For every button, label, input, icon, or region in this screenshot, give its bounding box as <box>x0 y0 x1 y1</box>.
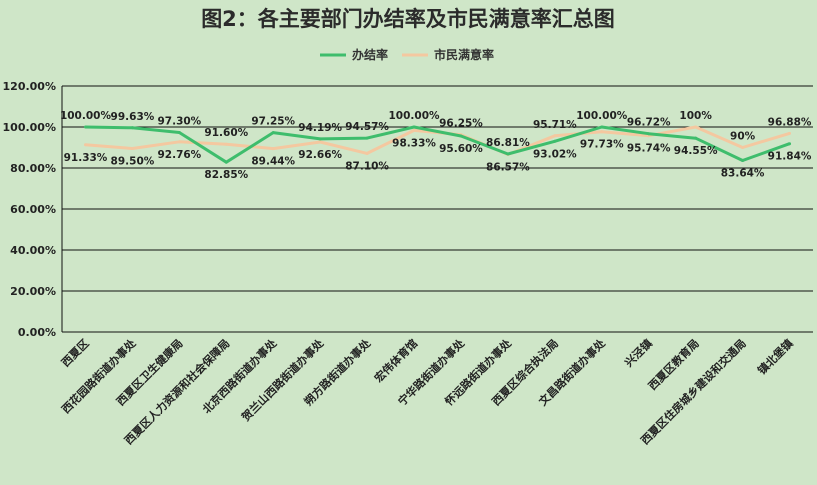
y-tick-label: 60.00% <box>10 203 56 216</box>
point-satisfaction-rate <box>553 134 557 138</box>
point-completion-rate <box>600 125 604 129</box>
data-label-completion-rate: 91.84% <box>768 151 812 163</box>
point-completion-rate <box>83 125 87 129</box>
series-lines <box>83 125 792 164</box>
point-completion-rate <box>459 134 463 138</box>
point-satisfaction-rate <box>600 130 604 134</box>
y-tick-label: 80.00% <box>10 162 56 175</box>
data-label-completion-rate: 94.57% <box>345 121 389 133</box>
data-label-satisfaction-rate: 96.88% <box>768 116 812 128</box>
legend-label-satisfaction: 市民满意率 <box>434 47 494 62</box>
y-tick-label: 100.00% <box>3 121 56 134</box>
series-line-completion-rate <box>85 125 791 164</box>
data-label-satisfaction-rate: 87.10% <box>345 160 389 172</box>
data-label-completion-rate: 83.64% <box>721 168 765 180</box>
y-tick-label: 120.00% <box>3 80 56 93</box>
point-completion-rate <box>506 152 510 156</box>
point-satisfaction-rate <box>83 143 87 147</box>
legend-label-completion: 办结率 <box>352 47 388 62</box>
data-label-satisfaction-rate: 95.74% <box>627 143 671 155</box>
data-label-completion-rate: 95.60% <box>439 143 483 155</box>
point-satisfaction-rate <box>365 151 369 155</box>
data-label-completion-rate: 100.00% <box>60 110 112 122</box>
point-satisfaction-rate <box>788 131 792 135</box>
point-satisfaction-rate <box>130 147 134 151</box>
data-label-completion-rate: 94.55% <box>674 145 718 157</box>
point-completion-rate <box>694 136 698 140</box>
point-completion-rate <box>412 125 416 129</box>
point-satisfaction-rate <box>177 140 181 144</box>
point-satisfaction-rate <box>224 142 228 146</box>
data-label-completion-rate: 100.00% <box>389 110 441 122</box>
point-completion-rate <box>224 160 228 164</box>
point-completion-rate <box>788 142 792 146</box>
legend: 办结率 市民满意率 <box>320 47 494 62</box>
point-satisfaction-rate <box>271 147 275 151</box>
data-label-satisfaction-rate: 95.71% <box>533 119 577 131</box>
data-label-satisfaction-rate: 91.60% <box>204 127 248 139</box>
point-satisfaction-rate <box>694 125 698 129</box>
point-completion-rate <box>647 132 651 136</box>
data-label-satisfaction-rate: 98.33% <box>392 137 436 149</box>
data-label-completion-rate: 97.30% <box>157 116 201 128</box>
data-labels: 100.00% 91.33% 99.63% 89.50% 97.30% 92.76%82.… <box>60 110 812 181</box>
point-completion-rate <box>365 136 369 140</box>
point-completion-rate <box>271 131 275 135</box>
y-axis-ticks: 0.00% 20.00% 40.00% 60.00% 80.00% 100.00% 120.… <box>3 80 56 339</box>
point-completion-rate <box>318 137 322 141</box>
data-label-satisfaction-rate: 91.33% <box>64 152 108 164</box>
data-label-satisfaction-rate: 92.76% <box>157 149 201 161</box>
y-tick-label: 0.00% <box>18 326 56 339</box>
point-completion-rate <box>177 131 181 135</box>
point-satisfaction-rate <box>412 128 416 132</box>
point-completion-rate <box>741 159 745 163</box>
data-label-completion-rate: 94.19% <box>298 122 342 134</box>
data-label-completion-rate: 97.25% <box>251 116 295 128</box>
y-tick-label: 20.00% <box>10 285 56 298</box>
point-completion-rate <box>130 126 134 130</box>
point-completion-rate <box>553 139 557 143</box>
data-label-completion-rate: 86.81% <box>486 137 530 149</box>
y-tick-label: 40.00% <box>10 244 56 257</box>
data-label-completion-rate: 82.85% <box>204 169 248 181</box>
data-label-satisfaction-rate: 100% <box>679 110 712 122</box>
data-label-completion-rate: 100.00% <box>576 110 628 122</box>
data-label-satisfaction-rate: 96.25% <box>439 118 483 130</box>
data-label-completion-rate: 96.72% <box>627 117 671 129</box>
data-label-satisfaction-rate: 86.57% <box>486 162 530 174</box>
data-label-satisfaction-rate: 90% <box>730 131 756 143</box>
data-label-completion-rate: 99.63% <box>111 111 155 123</box>
data-label-satisfaction-rate: 89.50% <box>111 156 155 168</box>
data-label-satisfaction-rate: 89.44% <box>251 156 295 168</box>
data-label-satisfaction-rate: 92.66% <box>298 149 342 161</box>
chart-title: 图2：各主要部门办结率及市民满意率汇总图 <box>201 7 615 31</box>
data-label-completion-rate: 93.02% <box>533 148 577 160</box>
data-label-satisfaction-rate: 97.73% <box>580 139 624 151</box>
point-satisfaction-rate <box>741 146 745 149</box>
point-satisfaction-rate <box>318 140 322 144</box>
